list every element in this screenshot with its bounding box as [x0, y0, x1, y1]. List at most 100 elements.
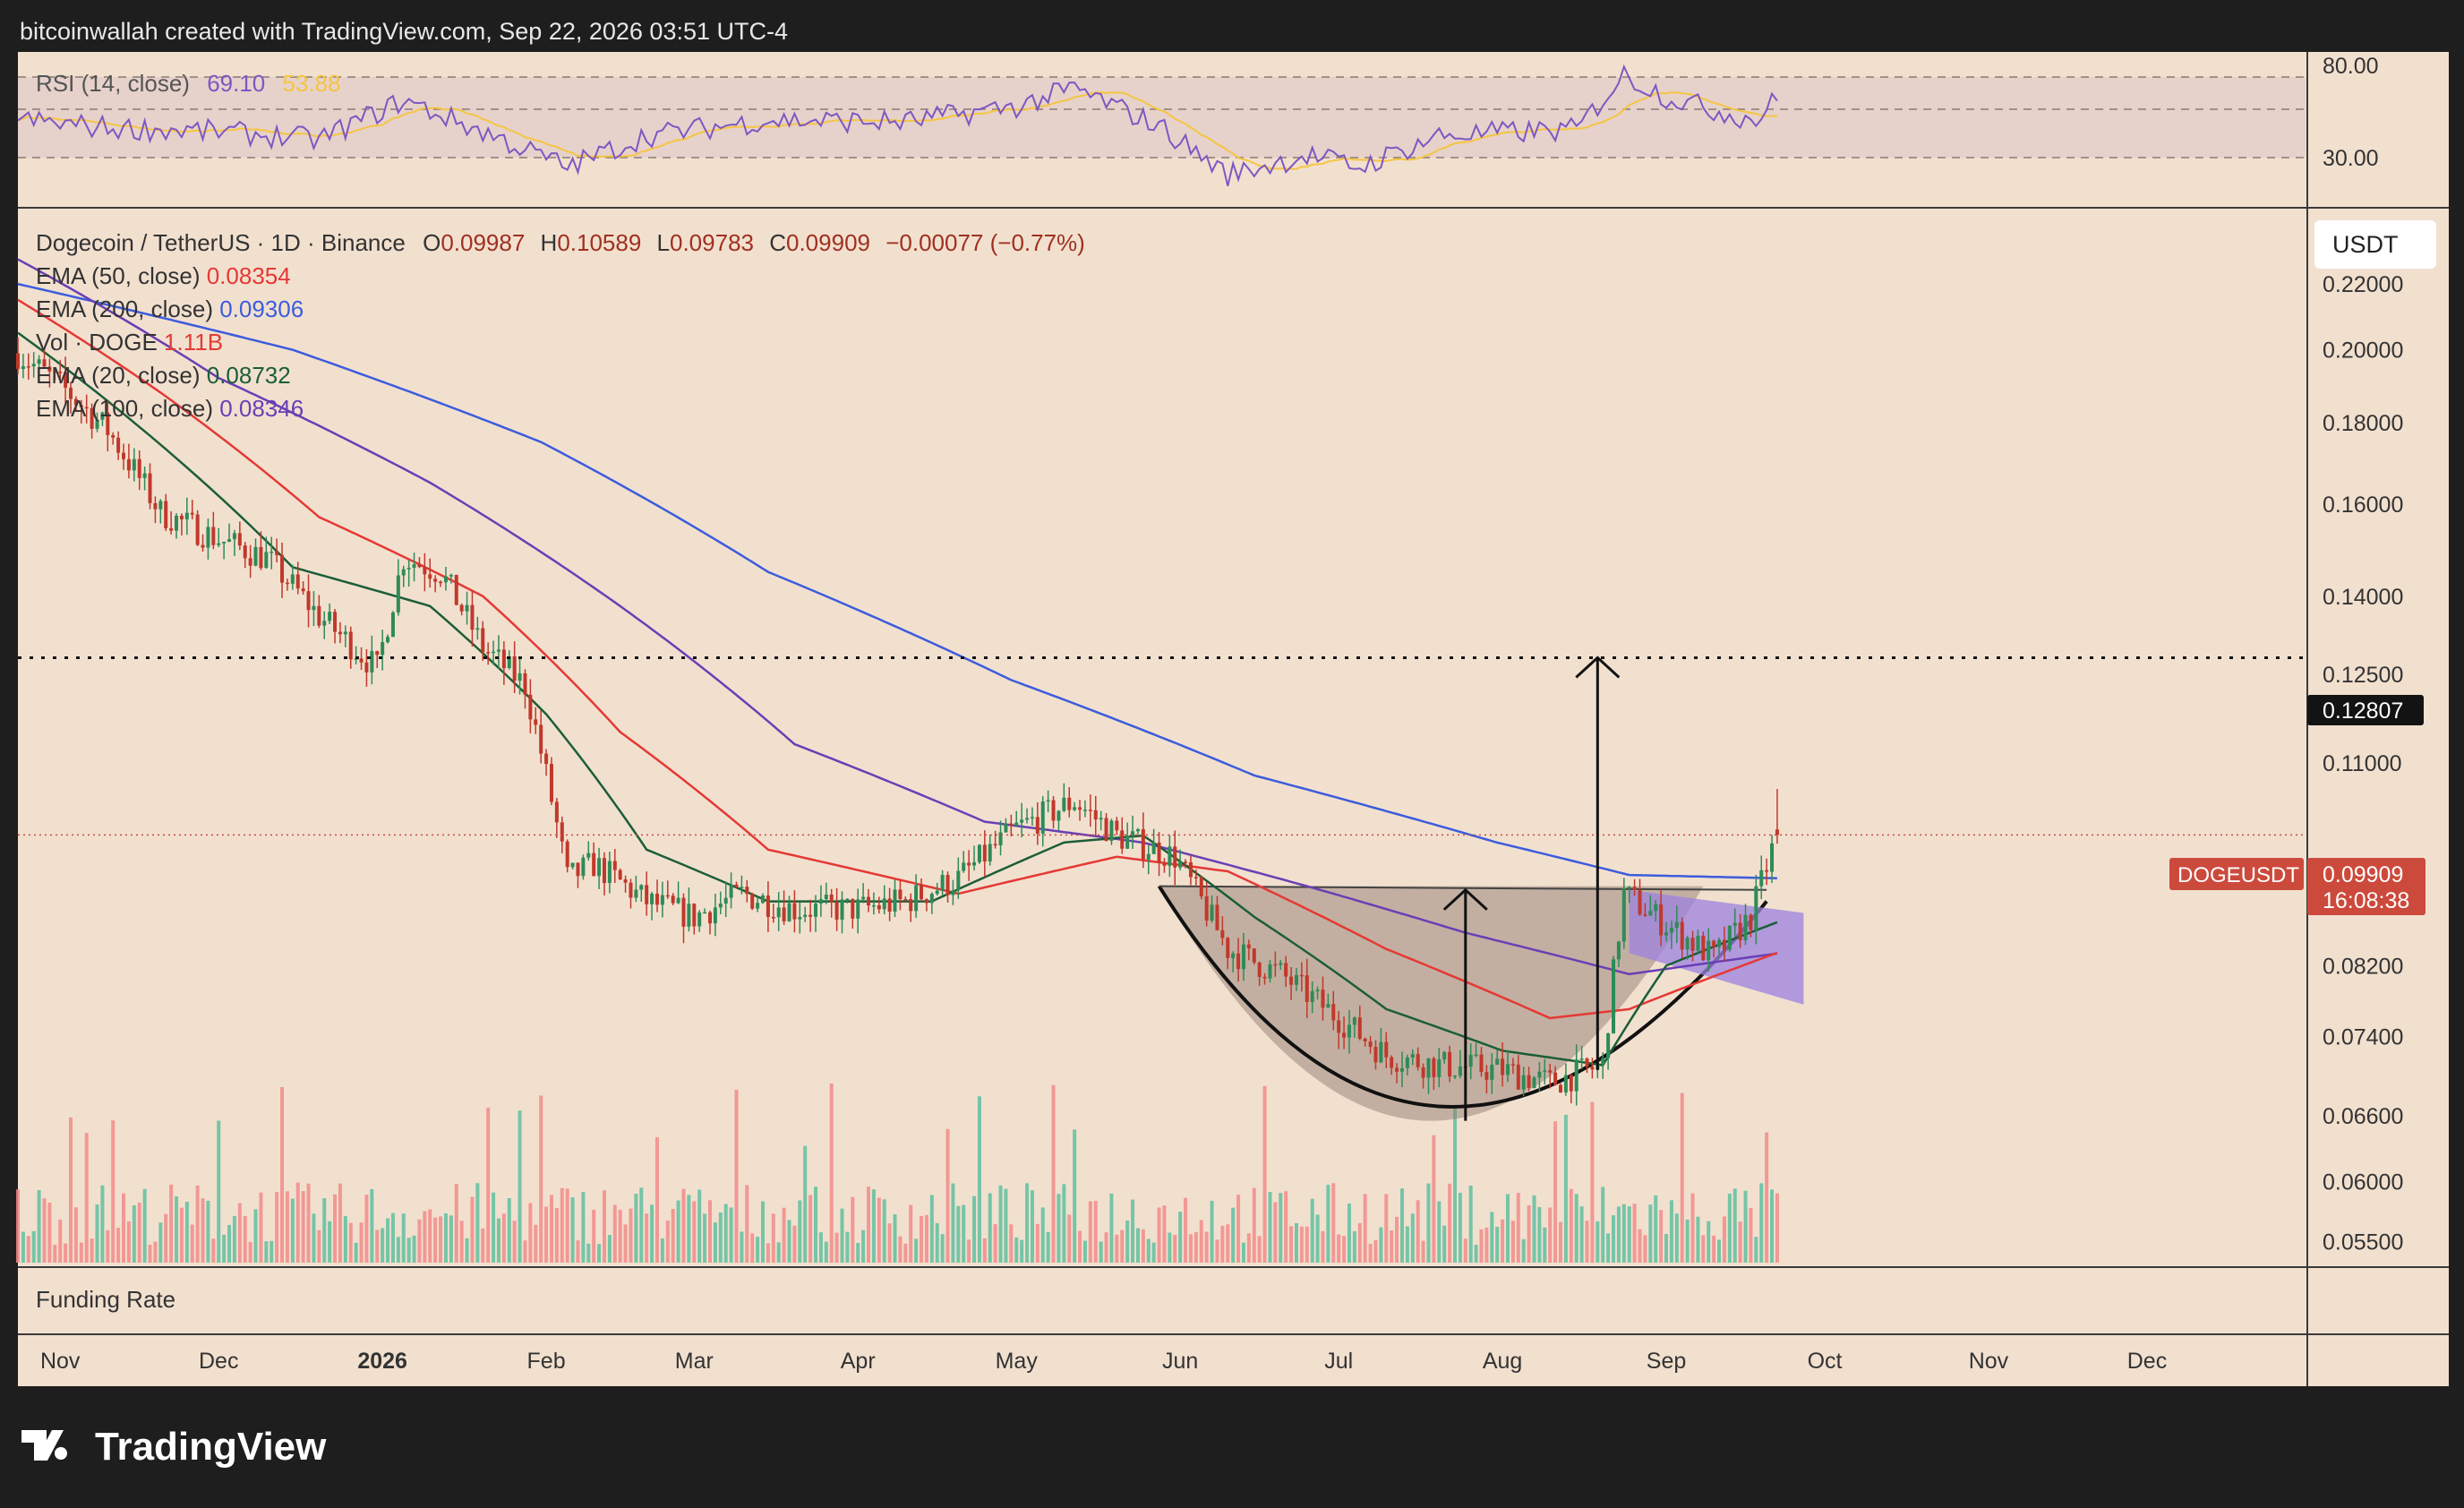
candle-body — [920, 885, 924, 900]
candle-body — [898, 889, 903, 900]
volume-bar — [222, 1234, 227, 1263]
volume-bar — [227, 1224, 232, 1263]
candle-body — [1399, 1067, 1404, 1072]
legend-l-label: L — [657, 229, 670, 256]
candle-body — [903, 899, 908, 901]
legend-o-label: O — [423, 229, 441, 256]
volume-bar — [629, 1208, 633, 1263]
volume-bar — [1109, 1193, 1114, 1263]
volume-bar — [787, 1220, 791, 1263]
volume-bar — [1490, 1212, 1494, 1263]
legend-indicator: EMA (100, close) 0.08346 — [36, 395, 304, 422]
volume-bar — [84, 1133, 89, 1263]
candle-body — [95, 419, 99, 429]
candle-body — [1416, 1054, 1420, 1067]
volume-bar — [90, 1238, 94, 1263]
candle-body — [745, 887, 749, 895]
price-axis-label: 0.14000 — [2323, 585, 2403, 610]
volume-bar — [47, 1202, 52, 1263]
volume-bar — [962, 1204, 966, 1263]
volume-bar — [406, 1238, 411, 1263]
volume-bar — [914, 1238, 919, 1263]
volume-bar — [1141, 1229, 1145, 1263]
volume-bar — [867, 1187, 871, 1263]
candle-body — [280, 554, 285, 583]
volume-bar — [612, 1204, 617, 1263]
volume-bar — [1347, 1204, 1351, 1263]
volume-bar — [190, 1224, 194, 1263]
candle-body — [856, 899, 860, 919]
volume-bar — [1632, 1204, 1637, 1263]
volume-bar — [1627, 1206, 1631, 1263]
candle-body — [475, 628, 480, 630]
volume-bar — [275, 1192, 279, 1263]
currency-button-bg[interactable] — [2314, 220, 2436, 269]
time-axis-label: Feb — [527, 1349, 566, 1374]
candles — [15, 337, 1779, 1106]
candle-body — [1479, 1054, 1484, 1073]
price-axis-label: 0.18000 — [2323, 411, 2403, 436]
volume-bar — [443, 1213, 448, 1263]
candle-body — [1563, 1075, 1568, 1092]
legend-indicator: EMA (20, close) 0.08732 — [36, 362, 291, 389]
volume-bar — [1579, 1206, 1584, 1263]
volume-bar — [1099, 1241, 1103, 1263]
volume-bar — [1563, 1114, 1568, 1263]
volume-bar — [707, 1200, 712, 1263]
volume-bar — [1532, 1195, 1536, 1263]
candle-body — [882, 898, 886, 910]
candle-body — [1315, 990, 1320, 991]
volume-bar — [1284, 1191, 1288, 1263]
candle-body — [972, 861, 977, 866]
candle-body — [1151, 842, 1156, 854]
volume-bar — [433, 1217, 438, 1263]
candle-body — [53, 371, 57, 373]
candle-body — [470, 604, 475, 630]
volume-bar — [871, 1189, 876, 1263]
price-axis-label: 0.12500 — [2323, 663, 2403, 688]
candle-body — [217, 543, 221, 545]
volume-bar — [1078, 1230, 1082, 1263]
volume-bar — [1257, 1236, 1262, 1263]
volume-bar — [1236, 1195, 1241, 1263]
volume-bar — [1305, 1226, 1309, 1263]
candle-body — [496, 649, 500, 652]
candle-body — [126, 458, 131, 471]
candle-body — [1532, 1077, 1536, 1088]
candle-body — [390, 612, 395, 638]
volume-bars — [15, 1084, 1779, 1263]
candle-body — [1215, 904, 1219, 930]
volume-bar — [1749, 1207, 1753, 1263]
volume-bar — [364, 1195, 369, 1263]
candle-body — [285, 582, 289, 585]
legend-indicator: EMA (200, close) 0.09306 — [36, 296, 304, 322]
candle-body — [534, 719, 538, 725]
currency-button[interactable]: USDT — [2332, 231, 2399, 258]
volume-bar — [1442, 1225, 1447, 1263]
time-axis-label: Dec — [199, 1349, 238, 1374]
volume-bar — [713, 1222, 717, 1263]
volume-bar — [882, 1199, 886, 1263]
svg-text:RSI (14, close) 69.10: RSI (14, close) 69.10 53.88 — [36, 70, 341, 97]
volume-bar — [290, 1198, 295, 1263]
candle-body — [840, 899, 844, 920]
candle-body — [729, 884, 733, 898]
candle-body — [544, 753, 549, 765]
volume-bar — [417, 1219, 422, 1263]
candle-body — [1558, 1084, 1563, 1092]
candle-body — [1120, 830, 1125, 849]
volume-bar — [602, 1190, 606, 1263]
candle-body — [1035, 817, 1040, 834]
volume-bar — [1220, 1225, 1225, 1263]
candle-body — [602, 858, 606, 884]
volume-bar — [1241, 1242, 1245, 1263]
candle-body — [586, 853, 591, 858]
volume-bar — [1659, 1210, 1664, 1263]
volume-bar — [1495, 1226, 1500, 1263]
candle-body — [412, 564, 416, 569]
volume-bar — [79, 1242, 83, 1263]
rsi-band — [18, 77, 2306, 158]
candle-body — [264, 552, 269, 569]
volume-bar — [813, 1187, 818, 1263]
